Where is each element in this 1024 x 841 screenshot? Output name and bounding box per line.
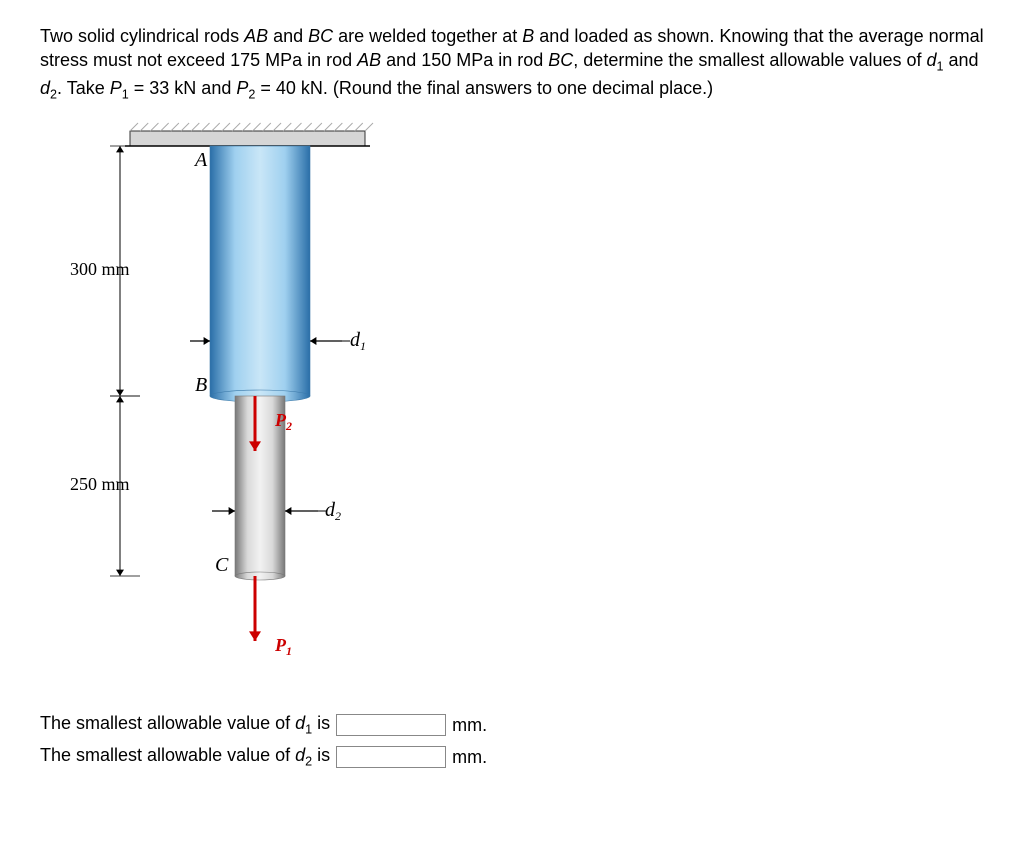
text: , determine the smallest allowable value…	[573, 50, 926, 70]
var-d1: d	[926, 50, 936, 70]
unit-mm: mm.	[452, 745, 487, 769]
text: The smallest allowable value of	[40, 745, 295, 765]
svg-text:d1: d1	[350, 329, 366, 353]
text: = 40 kN. (Round the final answers to one…	[255, 78, 713, 98]
var-bc: BC	[308, 26, 333, 46]
var-bc: BC	[548, 50, 573, 70]
text: is	[312, 745, 330, 765]
answer-row-d2: The smallest allowable value of d2 is mm…	[40, 743, 984, 771]
d2-input[interactable]	[336, 746, 446, 768]
sub-1: 1	[122, 87, 129, 101]
var-d2: d	[40, 78, 50, 98]
answer-row-d1: The smallest allowable value of d1 is mm…	[40, 711, 984, 739]
diagram-svg: 300 mm 250 mm A B Cd1 d2 P2 P1	[40, 121, 460, 691]
text: and	[268, 26, 308, 46]
sub-1: 1	[937, 60, 944, 74]
text: The smallest allowable value of	[40, 713, 295, 733]
svg-text:A: A	[193, 149, 208, 171]
text: and	[944, 50, 979, 70]
problem-statement: Two solid cylindrical rods AB and BC are…	[40, 24, 984, 103]
text: are welded together at	[333, 26, 522, 46]
text: Two solid cylindrical rods	[40, 26, 244, 46]
figure-diagram: 300 mm 250 mm A B Cd1 d2 P2 P1	[40, 121, 460, 691]
var-b: B	[522, 26, 534, 46]
text: . Take	[57, 78, 110, 98]
svg-text:250 mm: 250 mm	[70, 474, 130, 494]
var-ab: AB	[357, 50, 381, 70]
var-d2: d	[295, 745, 305, 765]
sub-2: 2	[50, 87, 57, 101]
d1-input[interactable]	[336, 714, 446, 736]
var-d1: d	[295, 713, 305, 733]
answers-block: The smallest allowable value of d1 is mm…	[40, 711, 984, 770]
var-ab: AB	[244, 26, 268, 46]
svg-text:300 mm: 300 mm	[70, 259, 130, 279]
svg-text:P2: P2	[274, 410, 292, 433]
svg-text:P1: P1	[274, 635, 292, 658]
var-p1: P	[110, 78, 122, 98]
text: is	[312, 713, 330, 733]
svg-text:B: B	[195, 374, 207, 396]
text: = 33 kN and	[129, 78, 237, 98]
svg-text:C: C	[215, 554, 229, 576]
unit-mm: mm.	[452, 713, 487, 737]
var-p2: P	[236, 78, 248, 98]
svg-text:d2: d2	[325, 499, 341, 523]
text: and 150 MPa in rod	[381, 50, 548, 70]
